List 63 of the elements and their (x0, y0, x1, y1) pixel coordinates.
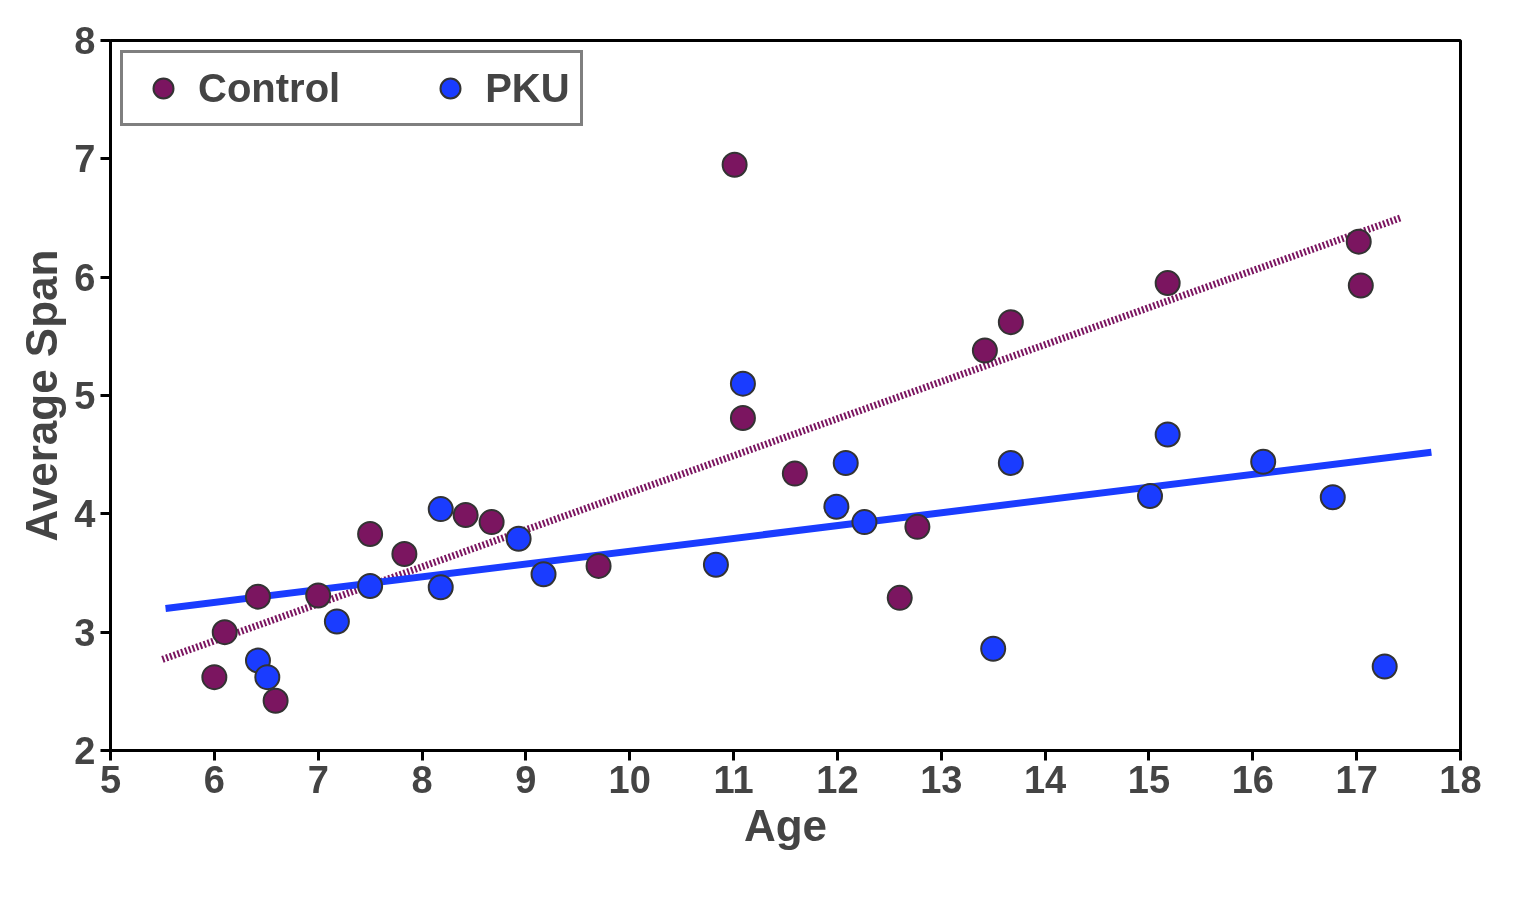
point (357, 573, 384, 599)
x-tick-label: 7 (307, 758, 329, 801)
point (244, 583, 271, 610)
point (832, 449, 859, 476)
x-tick-label: 11 (713, 758, 754, 801)
x-tick-label: 17 (1335, 758, 1378, 801)
y-tick-label: 3 (74, 611, 96, 654)
point (452, 502, 479, 528)
x-tick-label: 10 (608, 758, 651, 801)
point (729, 405, 756, 431)
point (904, 513, 931, 540)
y-tick-label: 7 (74, 138, 96, 181)
point (262, 687, 289, 714)
point (823, 493, 850, 520)
point (1345, 228, 1372, 255)
x-tick-label: 16 (1231, 758, 1274, 801)
point (1371, 653, 1398, 680)
point (211, 619, 238, 646)
x-axis-title: Age (743, 800, 828, 850)
legend-label: PKU (485, 65, 570, 111)
point (781, 460, 808, 487)
point (980, 635, 1007, 662)
point (721, 151, 748, 178)
x-tick-label: 15 (1127, 758, 1171, 801)
point (478, 509, 505, 536)
point (1154, 270, 1181, 297)
legend-label: Control (198, 65, 341, 111)
point (391, 541, 418, 568)
point (1319, 484, 1346, 511)
x-tick-label: 6 (203, 758, 225, 801)
x-tick-label: 18 (1439, 758, 1482, 801)
y-tick-label: 5 (74, 375, 96, 417)
y-tick-label: 6 (74, 256, 96, 299)
point (585, 552, 612, 579)
point (530, 561, 557, 588)
point (357, 520, 384, 547)
x-tick-label: 9 (515, 758, 537, 801)
point (702, 551, 729, 578)
point (851, 509, 878, 536)
point (505, 525, 532, 552)
point (1250, 448, 1277, 475)
point (1154, 421, 1181, 448)
y-tick-label: 4 (74, 493, 96, 536)
y-tick-label: 2 (74, 730, 96, 772)
point (729, 370, 756, 397)
point (1137, 483, 1163, 510)
point (305, 582, 332, 609)
y-tick-label: 8 (74, 20, 96, 62)
x-tick-label: 12 (816, 758, 859, 801)
point (886, 584, 913, 611)
point (997, 309, 1024, 336)
x-tick-label: 13 (920, 758, 963, 801)
point (971, 337, 998, 364)
point (254, 664, 281, 691)
point (427, 574, 454, 601)
point (997, 449, 1024, 476)
point (323, 608, 350, 635)
x-tick-label: 14 (1023, 758, 1067, 801)
x-tick-label: 8 (411, 758, 433, 801)
point (1347, 272, 1374, 299)
y-axis-title: Average Span (17, 249, 67, 542)
point (427, 496, 454, 523)
point (201, 664, 228, 691)
